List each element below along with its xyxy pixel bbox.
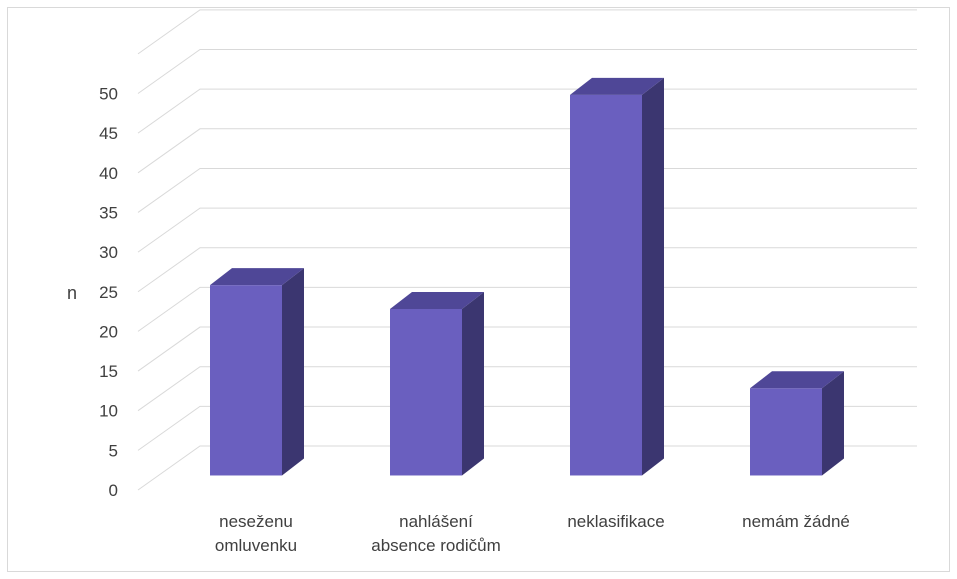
bar	[210, 268, 304, 476]
y-tick-label: 40	[99, 164, 118, 183]
bar-side-face	[642, 77, 664, 476]
bar-front-face	[390, 308, 462, 476]
y-tick-label: 35	[99, 203, 118, 222]
y-tick-label: 25	[99, 283, 118, 302]
bars	[210, 77, 844, 476]
gridline	[137, 247, 917, 293]
gridline	[137, 405, 917, 451]
bar	[390, 291, 484, 476]
y-tick-label: 50	[99, 85, 118, 104]
y-tick-label: 30	[99, 243, 118, 262]
bar-front-face	[750, 388, 822, 476]
bar-top-face	[210, 268, 304, 286]
bar-top-face	[390, 291, 484, 309]
gridline	[137, 49, 917, 94]
y-tick-label: 45	[99, 124, 118, 143]
gridline	[137, 9, 917, 55]
gridline	[137, 207, 917, 253]
gridline	[137, 366, 917, 412]
bar-side-face	[462, 291, 484, 476]
gridline	[137, 326, 917, 372]
category-label: nemám žádné	[742, 512, 850, 531]
y-tick-label: 10	[99, 402, 118, 421]
y-tick-label: 5	[109, 441, 118, 460]
gridline	[137, 88, 917, 134]
bar-front-face	[570, 94, 642, 476]
category-label: nahlášení absence rodičům	[371, 512, 500, 555]
category-label: neklasifikace	[567, 512, 664, 531]
bar	[750, 371, 844, 476]
bar-front-face	[210, 285, 282, 476]
gridline	[137, 167, 917, 213]
y-tick-label: 20	[99, 322, 118, 341]
category-label: neseženu omluvenku	[215, 512, 297, 555]
gridline	[137, 286, 917, 332]
bar	[570, 77, 664, 476]
gridlines	[137, 9, 917, 491]
category-labels: neseženu omluvenku nahlášení absence rodičů…	[215, 512, 850, 555]
y-tick-label: 0	[109, 481, 118, 500]
gridline	[137, 128, 917, 174]
gridline	[137, 445, 917, 491]
bar-top-face	[750, 371, 844, 389]
y-tick-label: 15	[99, 362, 118, 381]
y-axis-label: n	[67, 283, 77, 303]
bar-top-face	[570, 77, 664, 95]
y-axis-ticks: 0 5 10 15 20 25 30 35 40 45 50	[99, 85, 118, 501]
chart-frame	[7, 7, 950, 572]
bar-side-face	[282, 268, 304, 476]
bar-side-face	[822, 371, 844, 476]
